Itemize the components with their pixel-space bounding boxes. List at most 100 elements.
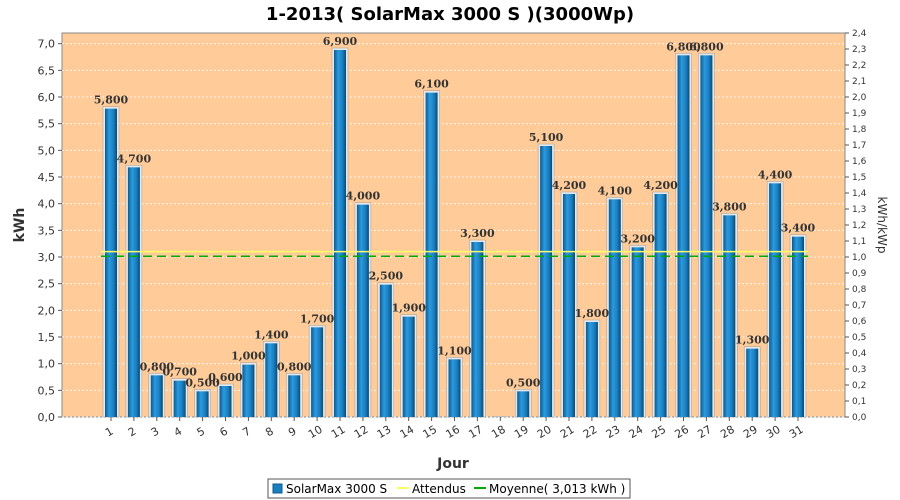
bar — [402, 316, 415, 417]
data-label: 3,800 — [712, 200, 747, 213]
data-label: 0,700 — [162, 366, 197, 379]
data-label: 1,800 — [575, 307, 610, 320]
y2-tick-label: 0,8 — [852, 285, 867, 295]
bar — [379, 284, 392, 417]
chart-title: 1-2013( SolarMax 3000 S )(3000Wp) — [266, 4, 634, 25]
x-tick-label: 15 — [421, 423, 440, 441]
y2-tick-label: 1,2 — [852, 221, 866, 231]
y-tick-label: 1,0 — [38, 358, 56, 371]
x-tick-label: 30 — [764, 423, 783, 441]
legend-item-expected: Attendus — [412, 482, 466, 496]
y2-tick-label: 2,3 — [852, 45, 866, 55]
bar — [631, 247, 644, 417]
bar — [334, 50, 346, 417]
data-label: 1,000 — [231, 350, 266, 363]
data-label: 0,800 — [140, 360, 175, 373]
legend-item-average: Moyenne( 3,013 kWh ) — [489, 482, 625, 496]
x-tick-label: 12 — [352, 423, 371, 441]
data-label: 1,100 — [437, 344, 472, 357]
bar — [242, 364, 255, 417]
x-tick-label: 22 — [581, 423, 600, 441]
x-tick-label: 24 — [627, 423, 646, 441]
y-tick-label: 0,5 — [38, 384, 56, 397]
x-tick-label: 11 — [329, 423, 348, 441]
y2-tick-label: 1,1 — [852, 237, 866, 247]
y2-tick-label: 1,0 — [852, 253, 867, 263]
x-tick-label: 23 — [604, 423, 623, 441]
data-label: 3,200 — [620, 232, 655, 245]
x-tick-label: 5 — [195, 425, 208, 440]
y2-tick-label: 0,7 — [852, 301, 866, 311]
x-tick-label: 2 — [126, 425, 139, 440]
bars — [102, 47, 807, 418]
y2-tick-label: 0,0 — [852, 413, 867, 423]
y2-tick-label: 2,4 — [852, 29, 867, 39]
data-label: 6,100 — [414, 78, 449, 91]
y-axis-ticks: 0,0 0,5 1,0 1,5 2,0 2,5 3,0 3,5 4,0 4,5 5,0 5,5 6,0 6… — [38, 38, 62, 424]
bar — [700, 55, 713, 417]
x-tick-label: 4 — [172, 425, 185, 440]
bar — [265, 343, 278, 417]
data-label: 4,000 — [346, 190, 381, 203]
x-tick-label: 9 — [286, 425, 299, 440]
y-tick-label: 4,0 — [38, 198, 56, 211]
bar — [654, 194, 667, 417]
data-label: 0,800 — [277, 360, 312, 373]
y2-tick-label: 1,3 — [852, 205, 866, 215]
y2-axis-label: kWh/kWp — [875, 197, 889, 254]
bar — [105, 108, 117, 418]
y-tick-label: 5,5 — [38, 118, 56, 131]
bar — [792, 236, 804, 417]
x-tick-label: 1 — [103, 425, 116, 440]
bar — [517, 391, 530, 417]
data-label: 4,100 — [598, 184, 633, 197]
y2-tick-label: 1,4 — [852, 189, 867, 199]
bar — [746, 348, 759, 417]
x-axis-ticks: 1 2 3 4 5 6 7 8 9 10 11 12 13 14 15 16 17 18 19 20 21 22 23 24 2… — [103, 417, 806, 441]
x-tick-label: 21 — [558, 423, 577, 441]
x-tick-label: 29 — [741, 423, 760, 441]
bar — [425, 92, 438, 418]
data-label: 5,100 — [529, 131, 564, 144]
y-tick-label: 0,0 — [38, 411, 56, 424]
y2-tick-label: 0,1 — [852, 397, 866, 407]
x-tick-label: 20 — [535, 423, 554, 441]
bar — [723, 215, 736, 417]
x-tick-label: 18 — [489, 423, 508, 441]
x-tick-label: 8 — [263, 425, 276, 440]
bar — [769, 183, 782, 417]
x-axis-label: Jour — [436, 456, 469, 472]
legend-swatch-bar — [272, 483, 283, 494]
y2-tick-label: 0,9 — [852, 269, 867, 279]
x-tick-label: 27 — [695, 423, 714, 441]
data-labels: 5,8004,7000,8000,7000,5000,6001,0001,400… — [94, 35, 816, 389]
data-label: 6,800 — [666, 40, 701, 53]
bar — [356, 204, 369, 417]
bar — [311, 327, 324, 417]
x-tick-label: 28 — [718, 423, 737, 441]
y2-tick-label: 1,7 — [852, 141, 866, 151]
bar — [563, 194, 575, 417]
data-label: 3,300 — [460, 227, 495, 240]
x-tick-label: 26 — [672, 423, 691, 441]
x-tick-label: 7 — [240, 425, 253, 440]
y2-tick-label: 1,6 — [852, 157, 867, 167]
bar — [608, 199, 621, 417]
y-tick-label: 6,5 — [38, 64, 56, 77]
data-label: 6,800 — [689, 40, 724, 53]
y2-axis-ticks: 0,0 0,1 0,2 0,3 0,4 0,5 0,6 0,7 0,8 0,9 1,0 1,1 1,2 1… — [845, 29, 867, 423]
y-tick-label: 2,5 — [38, 278, 56, 291]
legend: SolarMax 3000 S Attendus Moyenne( 3,013 … — [267, 478, 631, 499]
data-label: 4,200 — [643, 179, 678, 192]
reference-lines — [101, 250, 808, 258]
y-tick-label: 3,5 — [38, 224, 56, 237]
data-label: 4,400 — [758, 168, 793, 181]
data-label: 0,500 — [185, 376, 220, 389]
bar — [540, 146, 553, 417]
bar — [196, 391, 209, 417]
y2-tick-label: 1,8 — [852, 125, 867, 135]
x-tick-label: 16 — [443, 423, 462, 441]
data-label: 3,400 — [781, 222, 816, 235]
data-label: 1,900 — [391, 302, 426, 315]
